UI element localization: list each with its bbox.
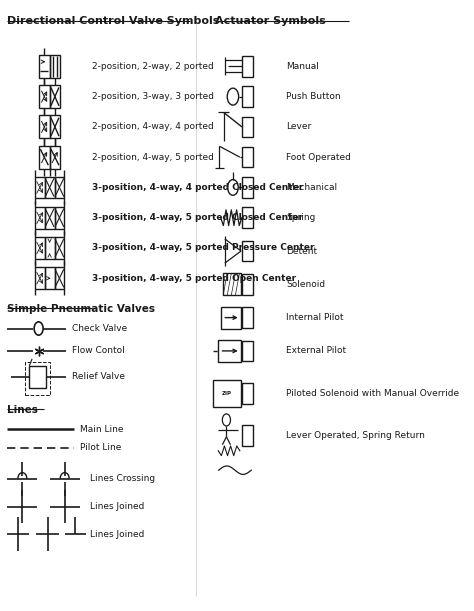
- Text: External Pilot: External Pilot: [286, 346, 346, 356]
- Text: 2-position, 3-way, 3 ported: 2-position, 3-way, 3 ported: [92, 92, 214, 101]
- Bar: [223, 273, 241, 295]
- Text: Foot Operated: Foot Operated: [286, 153, 351, 162]
- Bar: [242, 86, 253, 107]
- Bar: [55, 268, 64, 289]
- Bar: [39, 85, 50, 108]
- Bar: [45, 177, 55, 199]
- Bar: [45, 268, 55, 289]
- Bar: [35, 207, 45, 229]
- Bar: [242, 117, 253, 137]
- Bar: [242, 425, 253, 446]
- Text: Lever Operated, Spring Return: Lever Operated, Spring Return: [286, 431, 425, 440]
- Text: Lever: Lever: [286, 122, 311, 131]
- Bar: [45, 237, 55, 259]
- Bar: [212, 380, 241, 406]
- Text: Lines Crossing: Lines Crossing: [91, 474, 155, 483]
- Bar: [25, 362, 50, 395]
- Text: Solenoid: Solenoid: [286, 280, 325, 289]
- Bar: [50, 115, 60, 139]
- Bar: [242, 241, 253, 262]
- Bar: [242, 383, 253, 404]
- Bar: [35, 268, 45, 289]
- Bar: [55, 177, 64, 199]
- Bar: [35, 237, 45, 259]
- Text: Check Valve: Check Valve: [72, 324, 128, 333]
- Bar: [39, 145, 50, 169]
- Bar: [242, 147, 253, 167]
- Bar: [242, 56, 253, 76]
- Bar: [50, 145, 60, 169]
- Bar: [218, 340, 241, 362]
- Bar: [242, 177, 253, 198]
- Text: Relief Valve: Relief Valve: [72, 373, 125, 381]
- Text: Push Button: Push Button: [286, 92, 340, 101]
- Text: Lines Joined: Lines Joined: [91, 502, 145, 511]
- Bar: [242, 207, 253, 228]
- Bar: [39, 55, 50, 78]
- Bar: [242, 340, 253, 361]
- Bar: [242, 307, 253, 328]
- Text: ZIP: ZIP: [222, 391, 232, 396]
- Text: Piloted Solenoid with Manual Override: Piloted Solenoid with Manual Override: [286, 389, 459, 398]
- Bar: [29, 366, 46, 388]
- Text: Spring: Spring: [286, 213, 315, 222]
- Bar: [50, 85, 60, 108]
- Text: 3-position, 4-way, 4 ported Closed Center: 3-position, 4-way, 4 ported Closed Cente…: [92, 183, 304, 192]
- Text: 2-position, 2-way, 2 ported: 2-position, 2-way, 2 ported: [92, 62, 214, 71]
- Text: Lines Joined: Lines Joined: [91, 530, 145, 539]
- Text: 3-position, 4-way, 5 ported Closed Center: 3-position, 4-way, 5 ported Closed Cente…: [92, 213, 303, 222]
- Text: Detent: Detent: [286, 246, 317, 255]
- Bar: [35, 177, 45, 199]
- Bar: [45, 207, 55, 229]
- Text: Actuator Symbols: Actuator Symbols: [215, 16, 325, 26]
- Text: Main Line: Main Line: [80, 425, 124, 434]
- Bar: [242, 274, 253, 295]
- Text: Directional Control Valve Symbols: Directional Control Valve Symbols: [7, 16, 219, 26]
- Bar: [55, 207, 64, 229]
- Text: Manual: Manual: [286, 62, 319, 71]
- Bar: [50, 55, 60, 78]
- Text: Pilot Line: Pilot Line: [80, 443, 121, 452]
- Bar: [55, 237, 64, 259]
- Text: 3-position, 4-way, 5 ported Pressure Center: 3-position, 4-way, 5 ported Pressure Cen…: [92, 243, 315, 252]
- Text: Flow Contol: Flow Contol: [72, 346, 125, 356]
- Text: Mechanical: Mechanical: [286, 183, 337, 192]
- Text: 2-position, 4-way, 5 ported: 2-position, 4-way, 5 ported: [92, 153, 214, 162]
- Text: 3-position, 4-way, 5 ported Open Center: 3-position, 4-way, 5 ported Open Center: [92, 274, 297, 283]
- Text: Internal Pilot: Internal Pilot: [286, 313, 343, 322]
- Bar: [221, 307, 241, 329]
- Text: Simple Pneumatic Valves: Simple Pneumatic Valves: [7, 304, 155, 314]
- Text: Lines: Lines: [7, 405, 38, 415]
- Text: 2-position, 4-way, 4 ported: 2-position, 4-way, 4 ported: [92, 122, 214, 131]
- Bar: [39, 115, 50, 139]
